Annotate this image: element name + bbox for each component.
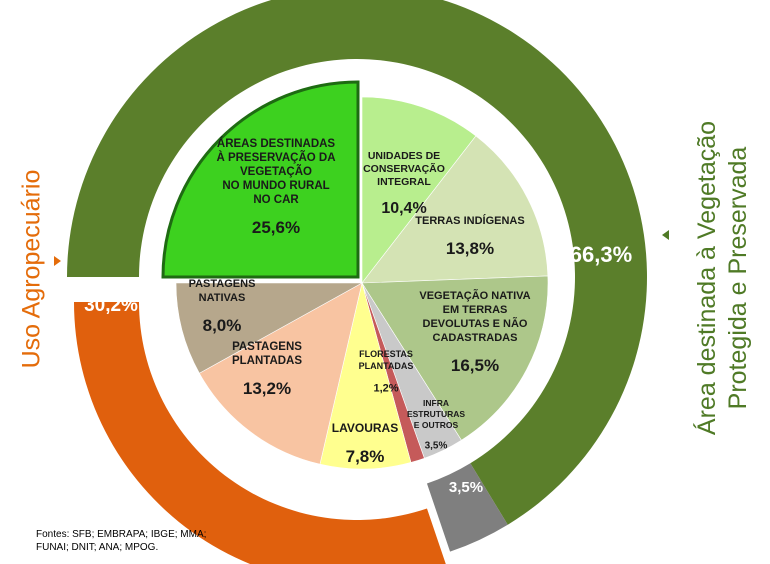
slice-value-label: 1,2% (373, 382, 398, 394)
slice-name-line: UNIDADES DE (368, 150, 440, 162)
pie-slice-pastagens-plantadas (198, 282, 363, 465)
outer-ring-value-label: 3,5% (449, 479, 483, 496)
slice-name-line: EM TERRAS (443, 304, 508, 316)
slice-name-line: PLANTADAS (232, 355, 302, 367)
slice-name-line: CADASTRADAS (433, 332, 518, 344)
pie-slice-pastagens-nativas (175, 282, 364, 374)
slice-value-label: 25,6% (252, 218, 300, 237)
pie-slice-vegetacao-nativa-em-terras-devolutas-e-nao-cadastradas (361, 275, 549, 441)
pie-slice-unidades-de-conservacao-integral (361, 96, 477, 284)
outer-ring-segment-infraestruturas-e-outros (426, 463, 508, 552)
right-arrow-icon (662, 230, 669, 240)
slice-name-line: NO CAR (253, 194, 299, 206)
pie-slice-lavouras (319, 282, 412, 470)
slice-name-line: PASTAGENS (232, 341, 302, 353)
slice-name-line: DEVOLUTAS E NÃO (423, 317, 528, 330)
slice-name-line: À PRESERVAÇÃO DA (216, 151, 335, 164)
slice-name-line: PLANTADAS (359, 361, 414, 371)
slice-label-lavouras: LAVOURAS 7,8% (332, 421, 398, 466)
slice-name-line: E OUTROS (414, 420, 459, 430)
outer-ring-value-label: 66,3% (570, 242, 632, 267)
left-axis-label: Uso Agropecuário (17, 169, 46, 369)
slice-name-line: TERRAS INDÍGENAS (415, 214, 524, 227)
slice-value-label: 3,5% (425, 441, 448, 452)
pie-slice-areas-destinadas-a-preservacao-da-vegetacao-no-mundo-rural-no-car (161, 80, 360, 279)
slice-name-line: NO MUNDO RURAL (222, 180, 329, 192)
slice-label-florestas-plantadas: FLORESTAS PLANTADAS 1,2% (359, 349, 414, 394)
slice-label-pastagens-nativas: PASTAGENS NATIVAS 8,0% (189, 278, 256, 335)
slice-name-line: LAVOURAS (332, 421, 398, 435)
slice-name-line: INFRA (423, 398, 449, 408)
slice-name-line: VEGETAÇÃO (240, 165, 312, 178)
slice-label-terras-indigenas: TERRAS INDÍGENAS 13,8% (415, 214, 524, 258)
right-axis-label-line2: Protegida e Preservada (724, 146, 752, 410)
slice-value-label: 7,8% (346, 447, 385, 466)
slice-value-label: 13,2% (243, 379, 291, 398)
pie-slice-terras-indigenas (361, 135, 549, 284)
slice-label-pastagens-plantadas: PASTAGENS PLANTADAS 13,2% (232, 341, 302, 398)
slice-name-line: ESTRUTURAS (407, 409, 465, 419)
slice-name-line: VEGETAÇÃO NATIVA (419, 289, 530, 302)
slice-name-line: INTEGRAL (377, 176, 431, 188)
slice-value-label: 16,5% (451, 356, 499, 375)
slice-value-label: 13,8% (446, 239, 494, 258)
right-axis-label: Área destinada à Vegetação Protegida e P… (692, 68, 754, 488)
slice-name-line: PASTAGENS (189, 278, 256, 290)
slice-name-line: CONSERVAÇÃO (363, 162, 445, 175)
slice-name-line: FLORESTAS (359, 349, 413, 359)
outer-ring-value-label: 30,2% (84, 295, 138, 316)
left-arrow-icon (54, 256, 61, 266)
right-axis-label-line1: Área destinada à Vegetação (693, 120, 721, 436)
slice-name-line: NATIVAS (199, 292, 246, 304)
slice-value-label: 10,4% (381, 200, 426, 217)
outer-ring-segment-uso-agropecuario (74, 302, 446, 564)
sources-note: Fontes: SFB; EMBRAPA; IBGE; MMA; FUNAI; … (36, 529, 207, 553)
slice-name-line: ÁREAS DESTINADAS (217, 137, 336, 150)
slice-value-label: 8,0% (203, 316, 242, 335)
